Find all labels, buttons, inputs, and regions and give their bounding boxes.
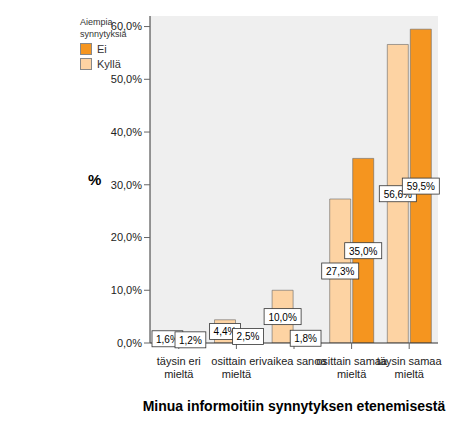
svg-text:50,0%: 50,0% (111, 73, 142, 85)
svg-text:40,0%: 40,0% (111, 126, 142, 138)
svg-text:30,0%: 30,0% (111, 179, 142, 191)
svg-text:10,0%: 10,0% (268, 312, 296, 323)
svg-text:10,0%: 10,0% (111, 284, 142, 296)
svg-text:0,0%: 0,0% (117, 337, 142, 349)
svg-text:60,0%: 60,0% (111, 20, 142, 32)
svg-text:1,2%: 1,2% (179, 335, 202, 346)
svg-text:täysin samaamieltä: täysin samaamieltä (377, 355, 443, 380)
svg-text:35,0%: 35,0% (349, 246, 377, 257)
svg-text:täysin erimieltä: täysin erimieltä (157, 355, 201, 380)
svg-text:20,0%: 20,0% (111, 231, 142, 243)
svg-text:59,5%: 59,5% (407, 181, 435, 192)
svg-text:%: % (88, 171, 101, 188)
svg-text:Minua informoitiin synnytyksen: Minua informoitiin synnytyksen etenemise… (143, 398, 446, 414)
svg-text:2,5%: 2,5% (237, 331, 260, 342)
svg-text:1,8%: 1,8% (294, 333, 317, 344)
svg-text:osittain erimieltä: osittain erimieltä (211, 355, 261, 380)
svg-text:27,3%: 27,3% (326, 266, 354, 277)
